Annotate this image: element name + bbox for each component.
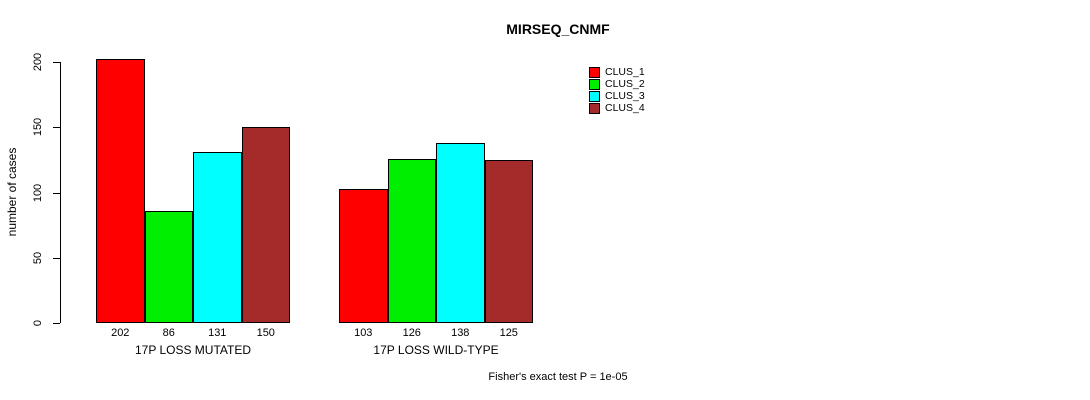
bar-clus_4-2 <box>484 159 533 323</box>
legend-label: CLUS_4 <box>605 102 645 114</box>
y-axis-line <box>60 62 61 323</box>
y-tick-label: 200 <box>32 52 44 72</box>
bar-value-label: 202 <box>111 327 130 339</box>
bar-value-label: 86 <box>162 327 175 339</box>
y-tick-label: 100 <box>32 183 44 202</box>
bar-clus_2-2 <box>387 158 436 323</box>
bar-clus_1-2 <box>339 188 388 323</box>
y-tick <box>53 127 60 129</box>
bar-value-label: 150 <box>256 327 275 339</box>
legend-swatch <box>589 78 600 90</box>
y-tick-label: 50 <box>32 251 44 264</box>
bar-value-label: 138 <box>451 327 470 339</box>
legend-swatch <box>589 66 600 78</box>
y-axis-label: number of cases <box>5 147 19 237</box>
legend-label: CLUS_2 <box>605 78 645 90</box>
bar-clus_1-1 <box>96 59 145 323</box>
bar-value-label: 103 <box>354 327 373 339</box>
legend-swatch <box>589 90 600 102</box>
y-tick <box>53 192 60 194</box>
bar-value-label: 125 <box>499 327 518 339</box>
legend: CLUS_1 CLUS_2 CLUS_3 CLUS_4 <box>589 66 645 114</box>
y-tick-label: 150 <box>32 118 44 137</box>
chart-title: MIRSEQ_CNMF <box>506 21 610 37</box>
bar-clus_2-1 <box>144 210 193 323</box>
bar-value-label: 131 <box>208 327 227 339</box>
group-label: 17P LOSS WILD-TYPE <box>373 343 499 357</box>
group-label: 17P LOSS MUTATED <box>134 343 252 357</box>
legend-swatch <box>589 102 600 114</box>
footer-annotation: Fisher's exact test P = 1e-05 <box>488 371 628 383</box>
y-tick-label: 0 <box>32 319 44 327</box>
bar-clus_3-1 <box>193 152 242 323</box>
legend-label: CLUS_3 <box>605 90 645 102</box>
bar-value-label: 126 <box>402 327 421 339</box>
legend-item-clus_3: CLUS_3 <box>589 90 645 102</box>
legend-item-clus_4: CLUS_4 <box>589 102 645 114</box>
legend-item-clus_1: CLUS_1 <box>589 66 645 78</box>
bar-clus_4-1 <box>241 127 290 323</box>
y-tick <box>53 323 60 324</box>
bar-clus_3-2 <box>436 142 485 323</box>
legend-label: CLUS_1 <box>605 66 645 78</box>
y-tick <box>53 257 60 259</box>
legend-item-clus_2: CLUS_2 <box>589 78 645 90</box>
y-tick <box>53 62 60 63</box>
